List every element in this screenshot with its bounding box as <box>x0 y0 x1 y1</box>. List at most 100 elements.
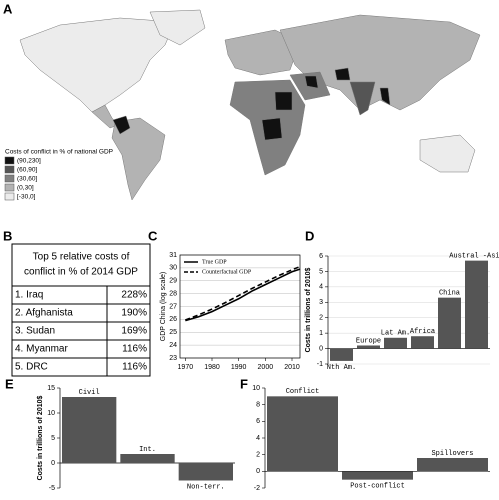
category-label: Africa <box>410 328 435 336</box>
x-tick-label: 1980 <box>204 364 220 371</box>
y-tick-label: 5 <box>319 268 323 275</box>
bar <box>465 260 488 349</box>
legend-title: Costs of conflict in % of national GDP <box>5 149 113 156</box>
y-tick-label: 25 <box>169 329 177 336</box>
bar <box>267 396 338 472</box>
panel-label: B <box>3 228 12 243</box>
legend-label: (60,90] <box>17 167 37 174</box>
bar <box>62 397 117 463</box>
category-label: Lat Am. <box>381 330 410 338</box>
category-label: Spillovers <box>431 450 473 458</box>
iraq <box>304 75 319 89</box>
x-tick-label: 1970 <box>178 364 194 371</box>
legend-swatch <box>4 183 15 192</box>
table-cell: 2. Afghanista <box>15 308 73 319</box>
legend-label: [-30,0] <box>17 194 36 201</box>
bar <box>178 463 233 481</box>
colombia <box>112 115 131 135</box>
table-title: conflict in % of 2014 GDP <box>24 267 138 278</box>
category-label: Post-conflict <box>350 483 405 491</box>
table-cell: 116% <box>122 344 147 355</box>
north-america <box>19 17 176 113</box>
south-america <box>111 117 166 201</box>
y-tick-label: -2 <box>254 485 260 492</box>
europe <box>224 29 301 76</box>
greenland <box>149 9 206 46</box>
y-axis-label: Costs in trillions of 2010$ <box>305 267 312 352</box>
series-line <box>185 268 301 322</box>
table-cell: 190% <box>121 308 147 319</box>
legend-swatch <box>4 156 15 165</box>
y-axis-label: GDP China (log scale) <box>160 272 167 342</box>
y-tick-label: 5 <box>51 435 55 442</box>
y-tick-label: 28 <box>169 290 177 297</box>
category-label: Europe <box>356 337 381 345</box>
table-border <box>11 243 151 377</box>
y-tick-label: 23 <box>169 355 177 362</box>
table-cell: 169% <box>121 326 147 337</box>
bar <box>357 345 380 349</box>
x-tick-label: 2000 <box>258 364 274 371</box>
y-tick-label: 3 <box>319 299 323 306</box>
bar <box>120 454 175 463</box>
y-tick-label: 2 <box>256 452 260 459</box>
y-tick-label: 10 <box>47 410 55 417</box>
legend-swatch <box>4 174 15 183</box>
y-tick-label: -5 <box>49 485 55 492</box>
y-tick-label: 8 <box>256 402 260 409</box>
category-label: China <box>439 290 460 298</box>
legend-label: True GDP <box>202 259 227 265</box>
y-tick-label: 0 <box>256 468 260 475</box>
table-cell: 116% <box>122 362 147 373</box>
y-tick-label: 4 <box>256 435 260 442</box>
y-axis-label: Costs in trillions of 2010$ <box>37 395 44 480</box>
bar <box>384 337 407 349</box>
y-tick-label: 0 <box>319 345 323 352</box>
y-tick-label: -1 <box>317 361 323 368</box>
category-label: Int. <box>139 446 156 454</box>
category-label: Nth Am. <box>327 364 356 372</box>
y-tick-label: 31 <box>169 252 177 259</box>
bar <box>417 458 488 472</box>
table-cell: 3. Sudan <box>15 326 55 337</box>
myanmar <box>379 87 391 106</box>
x-tick-label: 2010 <box>284 364 300 371</box>
panel-label: A <box>3 1 13 16</box>
bar <box>411 336 434 349</box>
legend-swatch <box>4 192 15 201</box>
y-tick-label: 4 <box>319 284 323 291</box>
panel-label: C <box>148 228 158 243</box>
legend-swatch <box>4 165 15 174</box>
panel-label: F <box>240 376 248 391</box>
series-line <box>185 265 301 321</box>
y-tick-label: 6 <box>256 418 260 425</box>
y-tick-label: 10 <box>252 385 260 392</box>
y-tick-label: 2 <box>319 315 323 322</box>
category-label: Conflict <box>286 388 320 396</box>
table-cell: 5. DRC <box>15 362 48 373</box>
bar <box>438 297 461 349</box>
category-label: Non-terr. <box>187 483 225 491</box>
afghanistan <box>334 67 351 81</box>
india <box>349 81 376 116</box>
legend-label: (90,230] <box>17 158 41 165</box>
sudan <box>274 91 293 111</box>
y-tick-label: 6 <box>319 253 323 260</box>
panel-label: E <box>5 376 14 391</box>
y-tick-label: 29 <box>169 278 177 285</box>
world-map <box>19 9 481 201</box>
drc <box>261 117 283 141</box>
table-title: Top 5 relative costs of <box>33 252 130 263</box>
y-tick-label: 15 <box>47 385 55 392</box>
y-tick-label: 30 <box>169 265 177 272</box>
y-tick-label: 26 <box>169 316 177 323</box>
y-tick-label: 1 <box>319 330 323 337</box>
legend-label: (0,30] <box>17 185 34 192</box>
legend-label: (30,60] <box>17 176 37 183</box>
y-tick-label: 24 <box>169 342 177 349</box>
table-cell: 4. Myanmar <box>15 344 68 355</box>
x-tick-label: 1990 <box>231 364 247 371</box>
table-cell: 228% <box>121 290 147 301</box>
